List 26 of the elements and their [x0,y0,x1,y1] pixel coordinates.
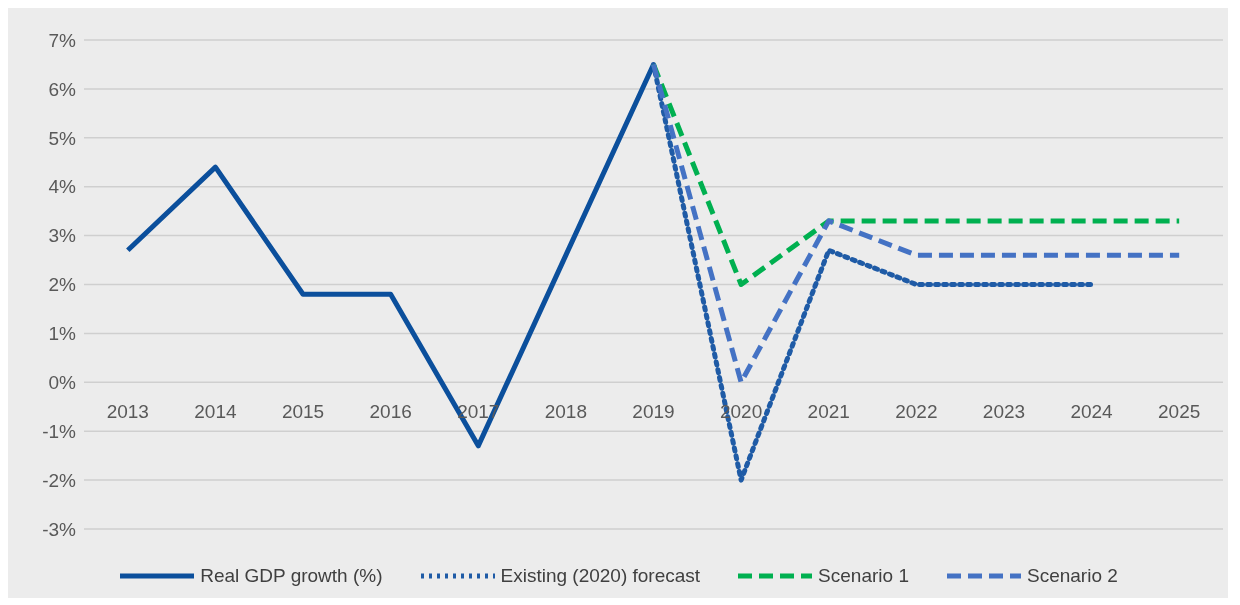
legend-label: Scenario 2 [1026,565,1118,587]
x-tick-label: 2016 [369,401,412,423]
y-tick-label: -1% [42,420,77,442]
y-tick-label: 3% [48,225,77,247]
x-tick-label: 2024 [1070,401,1114,423]
legend-label: Existing (2020) forecast [500,565,701,587]
x-tick-label: 2014 [194,401,237,423]
y-tick-label: 5% [48,127,77,149]
x-tick-label: 2013 [106,401,149,423]
y-tick-label: 1% [48,323,77,345]
y-tick-label: 2% [48,274,77,296]
y-tick-label: 0% [48,372,77,394]
x-tick-label: 2022 [895,401,938,423]
legend-label: Real GDP growth (%) [200,565,383,587]
x-tick-label: 2015 [281,401,325,423]
x-tick-label: 2018 [544,401,588,423]
x-tick-label: 2023 [982,401,1026,423]
x-tick-label: 2021 [807,401,850,423]
y-tick-label: -3% [42,518,77,540]
x-tick-label: 2025 [1158,401,1201,423]
x-tick-label: 2019 [632,401,675,423]
y-tick-label: 6% [48,78,77,100]
y-tick-label: 4% [48,176,77,198]
legend-label: Scenario 1 [818,565,909,587]
y-tick-label: 7% [48,29,77,51]
y-tick-label: -2% [42,469,77,491]
